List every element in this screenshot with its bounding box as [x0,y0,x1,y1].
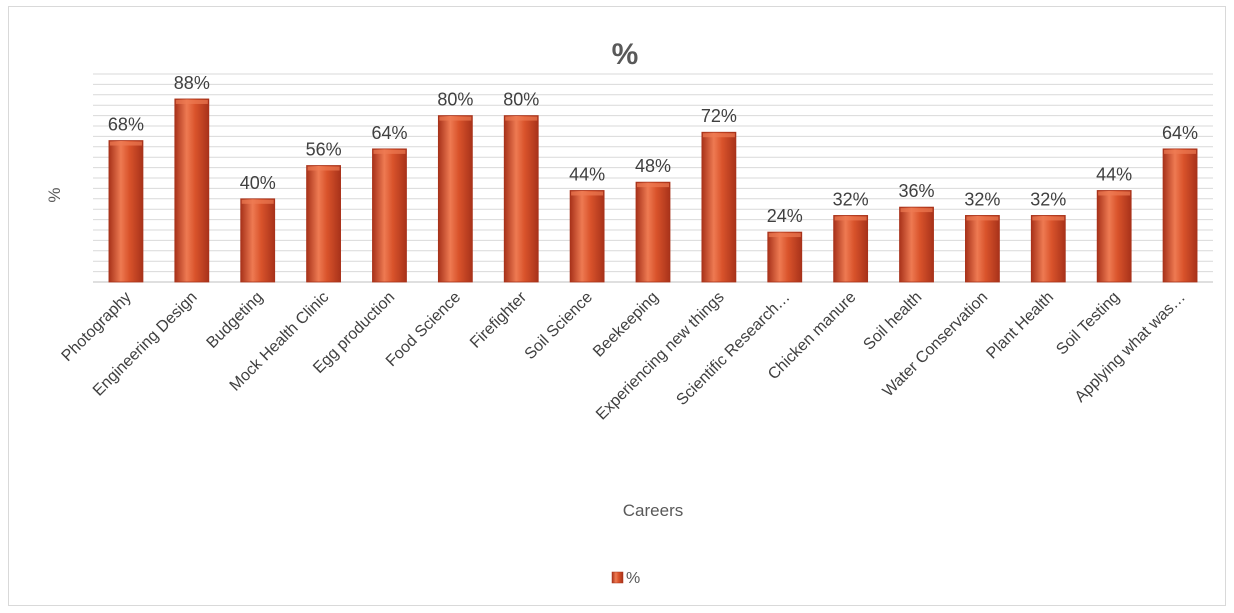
bars [108,98,1198,283]
bar-group [1096,190,1132,283]
data-label: 44% [1096,164,1132,184]
bar [833,215,869,283]
x-tick-label: Beekeeping [590,289,662,361]
bar [306,165,341,283]
bar-group [174,98,210,283]
bar-group [701,131,737,283]
bar [108,140,144,283]
bar [437,115,473,283]
bar-highlight [1164,149,1197,154]
bar-highlight [1098,191,1131,196]
bar-group [306,165,341,283]
x-tick-label: Scientific Research… [673,289,793,409]
bar-highlight [966,216,999,221]
data-label: 64% [371,123,407,143]
data-label: 88% [174,73,210,93]
data-label: 24% [767,206,803,226]
data-label: 64% [1162,123,1198,143]
bar-highlight [834,216,867,221]
data-label: 44% [569,164,605,184]
data-label: 48% [635,156,671,176]
bar-highlight [637,183,669,188]
bar-highlight [373,149,406,154]
data-label: 80% [437,90,473,110]
bar-highlight [241,199,274,204]
bar-highlight [175,99,208,104]
data-label: 56% [306,140,342,160]
data-labels: 68% 88% 40% 56% 64% 80% 80% 44% 48% 72% 24% 32% 36% 3… [108,73,1198,226]
data-label: 40% [240,173,276,193]
data-label: 72% [701,106,737,126]
bar-highlight [702,133,735,138]
x-tick-label: Applying what was… [1072,289,1189,406]
bar-group [767,231,803,283]
x-tick-label: Plant Health [983,289,1057,363]
bar [1030,215,1066,283]
bar-highlight [307,166,340,171]
bar-highlight [900,208,933,213]
bar-group [372,148,407,283]
data-label: 32% [1030,189,1066,209]
data-label: 32% [964,189,1000,209]
bar-group [635,181,671,283]
bar-group [1162,148,1198,283]
bar-group [569,190,605,283]
bar-highlight [109,141,142,146]
bar-highlight [768,233,801,238]
bar [767,231,803,283]
bar [635,181,671,283]
bar [701,131,737,283]
data-label: 36% [899,181,935,201]
bar-group [899,206,934,283]
x-tick-label: Soil health [861,289,926,354]
y-axis-title: % [45,187,64,202]
bar [965,215,1000,283]
bar [503,115,539,283]
data-label: 32% [833,189,869,209]
bar-highlight [571,191,604,196]
x-tick-label: Budgeting [204,289,267,352]
bar-highlight [1032,216,1065,221]
bar [240,198,276,283]
data-label: 80% [503,90,539,110]
bar-group [833,215,869,283]
x-tick-label: Firefighter [467,288,530,351]
bar [174,98,210,283]
bar-group [965,215,1000,283]
bar [1096,190,1132,283]
legend-swatch [611,571,624,584]
bar [1162,148,1198,283]
bar [569,190,605,283]
bar-group [240,198,276,283]
bar [372,148,407,283]
chart-frame [8,6,1226,606]
chart-title: % [612,38,639,71]
x-tick-label: Experiencing new things [593,289,728,424]
legend: % [611,570,640,587]
bar-highlight [439,116,472,121]
bar-group [108,140,144,283]
bar-group [503,115,539,283]
x-tick-label: Soil Testing [1053,289,1123,359]
x-tick-label: Soil Science [522,289,596,363]
legend-label: % [626,570,640,587]
bar-group [1030,215,1066,283]
data-label: 68% [108,115,144,135]
bar-highlight [505,116,538,121]
bar-group [437,115,473,283]
bar [899,206,934,283]
x-axis-title: Careers [623,501,683,520]
